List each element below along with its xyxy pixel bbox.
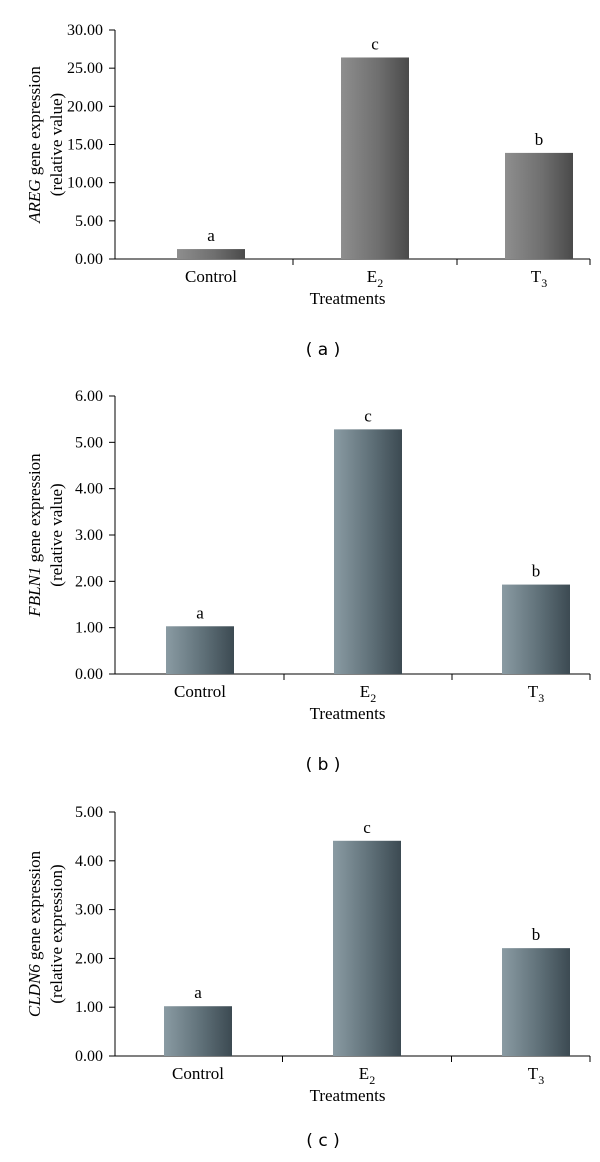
chart-panel-b: 0.00 1.00 2.00 3.00 4.00 5.00 6.00 a Control c E2 b… [25,388,591,775]
bar-e2 [341,57,409,260]
x-category-label: E2 [360,682,376,705]
significance-letter: a [196,603,204,622]
y-tick-label: 3.00 [75,902,103,919]
y-tick-label: 4.00 [75,853,103,870]
significance-letter: b [532,925,541,944]
bar-control [177,249,245,259]
significance-letter: c [364,406,372,425]
x-axis-title: Treatments [310,704,386,723]
panel-label: ( a ) [306,340,341,360]
panel-label: ( c ) [306,1131,339,1151]
chart-panel-c: 0.00 1.00 2.00 3.00 4.00 5.00 a Control c E2 b T3 Tr… [25,804,591,1151]
y-tick-label: 2.00 [75,573,103,590]
x-category-label: E2 [359,1064,375,1087]
x-category-label: Control [185,267,237,286]
y-tick-label: 1.00 [75,620,103,637]
significance-letter: a [207,226,215,245]
y-tick-label: 3.00 [75,527,103,544]
bar-control [164,1006,232,1056]
x-axis-title: Treatments [310,289,386,308]
x-axis-title: Treatments [310,1086,386,1105]
x-category-label: Control [174,682,226,701]
y-axis-title-line2: (relative value) [47,483,66,586]
y-tick-label: 2.00 [75,950,103,967]
y-axis-title: CLDN6 gene expression [25,850,44,1017]
bar-t3 [505,152,573,259]
x-category-label: T3 [531,267,547,290]
y-axis-title-line2: (relative value) [47,93,66,196]
significance-letter: b [532,562,541,581]
y-tick-label: 30.00 [67,22,103,39]
y-axis-title: AREG gene expression [25,66,44,224]
y-tick-label: 1.00 [75,999,103,1016]
y-tick-label: 5.00 [75,213,103,230]
y-tick-label: 25.00 [67,60,103,77]
significance-letter: a [194,983,202,1002]
x-category-label: E2 [367,267,383,290]
significance-letter: c [371,34,379,53]
significance-letter: c [363,818,371,837]
y-tick-label: 10.00 [67,175,103,192]
y-tick-label: 6.00 [75,388,103,405]
bar-e2 [333,840,401,1056]
y-tick-label: 20.00 [67,98,103,115]
y-tick-label: 0.00 [75,1048,103,1065]
panel-label: ( b ) [306,755,341,775]
x-category-label: T3 [528,682,544,705]
y-axis-title-line2: (relative expression) [47,864,66,1003]
y-tick-label: 5.00 [75,804,103,821]
bar-t3 [502,584,570,674]
bar-t3 [502,948,570,1056]
y-tick-label: 4.00 [75,481,103,498]
y-tick-label: 5.00 [75,434,103,451]
x-category-label: Control [172,1064,224,1083]
y-axis-title: FBLN1 gene expression [25,453,44,618]
significance-letter: b [535,130,544,149]
x-category-label: T3 [528,1064,544,1087]
chart-panel-a: 0.00 5.00 10.00 15.00 20.00 25.00 30.00 a Contro… [25,22,591,360]
y-tick-label: 15.00 [67,137,103,154]
bar-e2 [334,429,402,674]
y-tick-label: 0.00 [75,666,103,683]
y-tick-label: 0.00 [75,251,103,268]
bar-control [166,626,234,674]
